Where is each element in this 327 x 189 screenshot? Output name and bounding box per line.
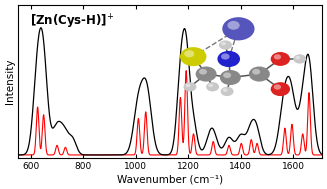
Text: [Zn(Cys-H)]$^{+}$: [Zn(Cys-H)]$^{+}$ <box>30 12 114 31</box>
X-axis label: Wavenumber (cm⁻¹): Wavenumber (cm⁻¹) <box>117 174 223 184</box>
Y-axis label: Intensity: Intensity <box>5 58 15 104</box>
